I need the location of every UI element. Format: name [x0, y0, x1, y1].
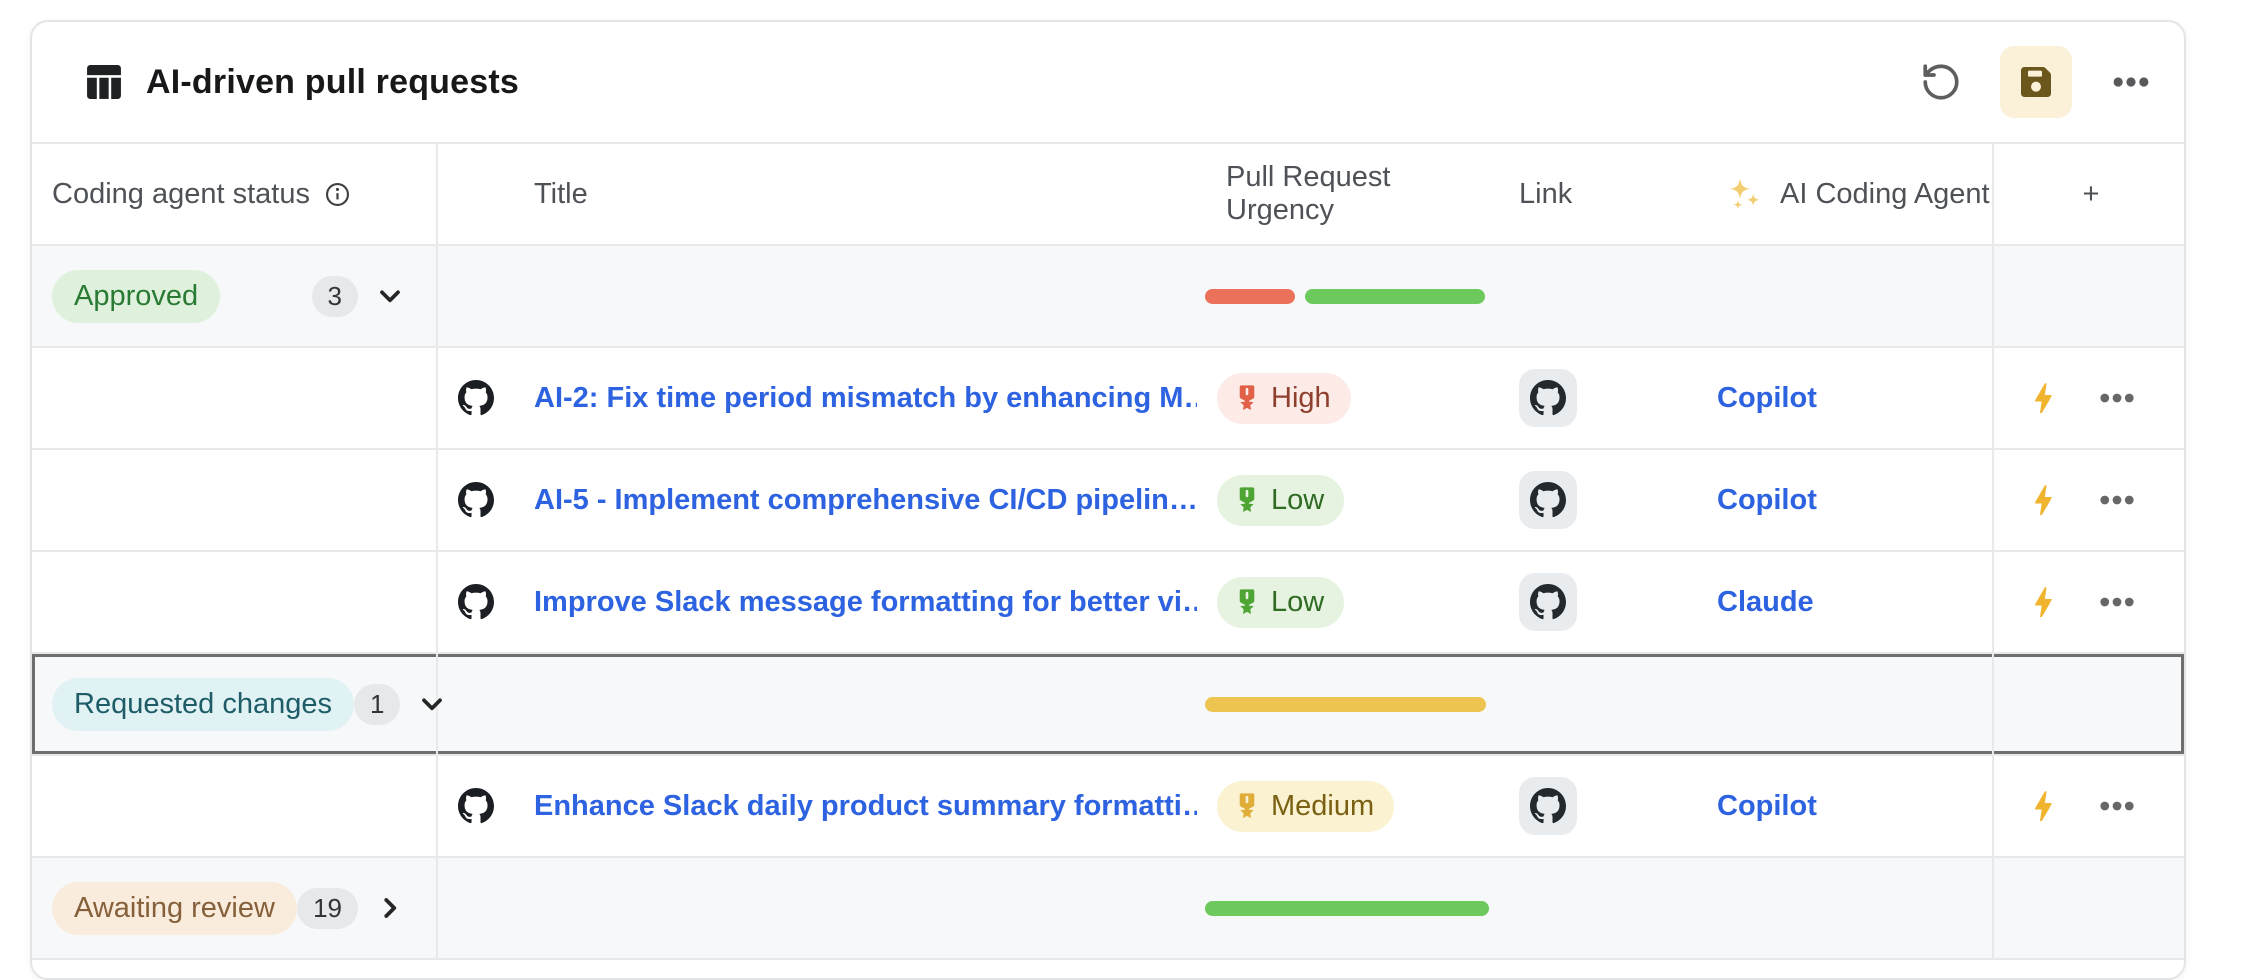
github-link-button[interactable] [1519, 369, 1577, 427]
pr-title-link[interactable]: AI-2: Fix time period mismatch by enhanc… [534, 381, 1197, 414]
link-column-label: Link [1519, 177, 1573, 210]
title-bar: AI-driven pull requests [32, 22, 2184, 142]
group-row-approved[interactable]: Approved 3 [32, 246, 2184, 348]
medal-icon [1239, 487, 1255, 512]
urgency-label: Low [1271, 585, 1325, 618]
pr-title-link[interactable]: Improve Slack message formatting for bet… [534, 585, 1197, 618]
chevron-right-icon[interactable] [374, 892, 406, 924]
sparkle-icon [1729, 178, 1760, 210]
group-count: 19 [297, 887, 358, 929]
medal-icon [1239, 385, 1255, 410]
column-header-link[interactable]: Link [1502, 144, 1702, 244]
github-icon [1530, 380, 1566, 416]
page-title: AI-driven pull requests [146, 62, 520, 101]
github-icon [458, 584, 494, 620]
chevron-down-icon[interactable] [374, 280, 406, 312]
agent-link[interactable]: Copilot [1717, 789, 1817, 822]
agent-column-label: AI Coding Agent [1780, 177, 1990, 210]
column-header-title[interactable]: Title [438, 144, 1197, 244]
status-badge: Requested changes [52, 677, 354, 731]
add-field-button[interactable]: + [1992, 144, 2184, 244]
record-row[interactable]: Enhance Slack daily product summary form… [32, 756, 2184, 858]
urgency-label: High [1271, 381, 1331, 414]
urgency-label: Medium [1271, 789, 1375, 822]
group-count: 1 [353, 683, 401, 725]
github-icon [1530, 788, 1566, 824]
record-row[interactable]: AI-5 - Implement comprehensive CI/CD pip… [32, 450, 2184, 552]
medal-icon [1239, 589, 1255, 614]
status-badge: Approved [52, 269, 221, 323]
github-icon [1530, 482, 1566, 518]
column-header-row: Coding agent status Title Pull Request U… [32, 142, 2184, 246]
more-options-button[interactable] [2108, 59, 2154, 105]
urgency-badge: High [1217, 372, 1351, 424]
record-row[interactable]: Improve Slack message formatting for bet… [32, 552, 2184, 654]
urgency-badge: Medium [1217, 780, 1395, 832]
status-column-label: Coding agent status [52, 177, 310, 210]
info-icon[interactable] [324, 181, 351, 208]
table-widget-card: AI-driven pull requests Cod [30, 20, 2186, 980]
agent-link[interactable]: Copilot [1717, 483, 1817, 516]
github-icon [458, 788, 494, 824]
group-row-requested-changes[interactable]: Requested changes 1 [32, 654, 2184, 756]
column-header-urgency[interactable]: Pull Request Urgency [1197, 144, 1502, 244]
row-menu-icon[interactable] [2096, 581, 2138, 623]
title-column-label: Title [534, 177, 588, 210]
plus-icon: + [2082, 177, 2100, 210]
record-row[interactable]: AI-2: Fix time period mismatch by enhanc… [32, 348, 2184, 450]
table-icon [87, 65, 121, 99]
group-row-awaiting-review[interactable]: Awaiting review 19 [32, 858, 2184, 960]
github-link-button[interactable] [1519, 471, 1577, 529]
agent-link[interactable]: Claude [1717, 585, 1814, 618]
row-menu-icon[interactable] [2096, 785, 2138, 827]
urgency-label: Low [1271, 483, 1325, 516]
github-icon [1530, 584, 1566, 620]
undo-icon [1923, 64, 1959, 100]
urgency-column-label: Pull Request Urgency [1226, 161, 1391, 226]
save-icon [2021, 67, 2051, 97]
urgency-summary-bars [1205, 288, 1485, 304]
medal-icon [1239, 793, 1255, 818]
status-badge: Awaiting review [52, 881, 297, 935]
urgency-summary-bars [1205, 696, 1486, 712]
urgency-summary-bars [1205, 900, 1489, 916]
row-menu-icon[interactable] [2096, 377, 2138, 419]
github-link-button[interactable] [1519, 573, 1577, 631]
save-button[interactable] [2000, 46, 2072, 118]
automation-bolt-icon[interactable] [2024, 379, 2062, 417]
github-icon [458, 482, 494, 518]
automation-bolt-icon[interactable] [2024, 787, 2062, 825]
automation-bolt-icon[interactable] [2024, 481, 2062, 519]
undo-button[interactable] [1918, 59, 1964, 105]
pr-title-link[interactable]: AI-5 - Implement comprehensive CI/CD pip… [534, 483, 1197, 516]
urgency-badge: Low [1217, 576, 1345, 628]
agent-link[interactable]: Copilot [1717, 381, 1817, 414]
automation-bolt-icon[interactable] [2024, 583, 2062, 621]
column-header-status[interactable]: Coding agent status [32, 144, 438, 244]
github-icon [458, 380, 494, 416]
column-header-agent[interactable]: AI Coding Agent [1702, 144, 1992, 244]
ellipsis-icon [2113, 77, 2149, 87]
group-count: 3 [311, 275, 358, 317]
pr-title-link[interactable]: Enhance Slack daily product summary form… [534, 789, 1197, 822]
urgency-badge: Low [1217, 474, 1345, 526]
github-link-button[interactable] [1519, 777, 1577, 835]
row-menu-icon[interactable] [2096, 479, 2138, 521]
